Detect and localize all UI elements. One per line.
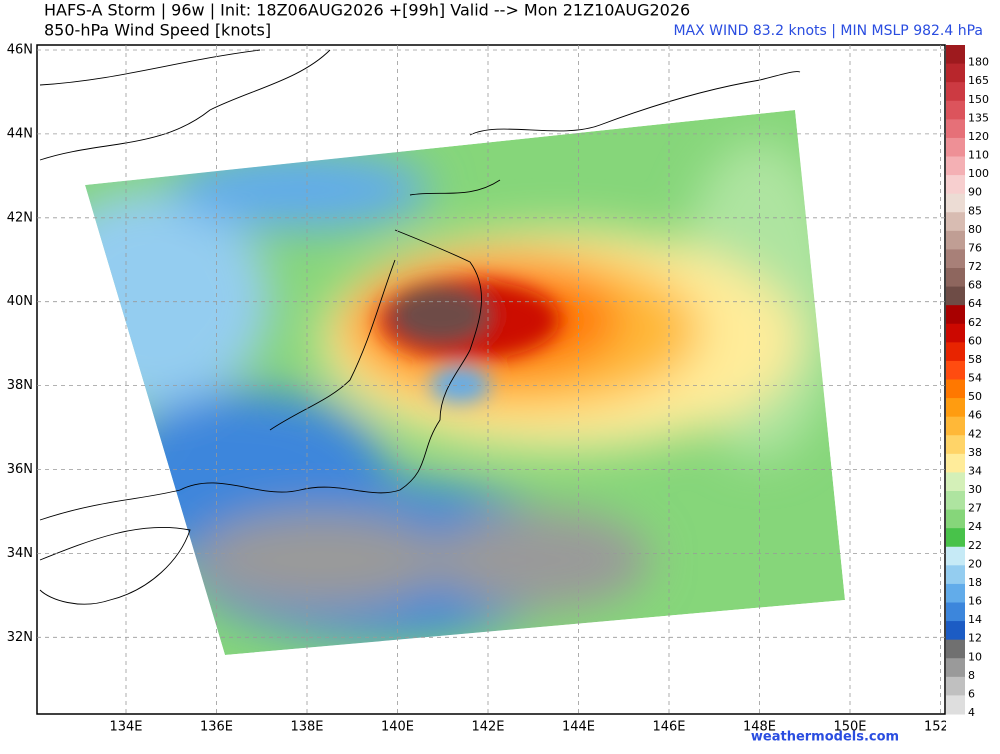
title: HAFS-A Storm | 96w | Init: 18Z06AUG2026 … bbox=[44, 1, 690, 20]
colorbar-label: 80 bbox=[968, 223, 982, 236]
colorbar-label: 100 bbox=[968, 167, 989, 180]
lat-label: 36N bbox=[7, 462, 33, 477]
lon-label: 146E bbox=[652, 720, 685, 735]
lon-label: 136E bbox=[200, 720, 233, 735]
lat-label: 44N bbox=[7, 126, 33, 141]
lon-label: 144E bbox=[562, 720, 595, 735]
colorbar-swatch bbox=[946, 82, 965, 102]
colorbar-swatch bbox=[946, 119, 965, 139]
colorbar-swatch bbox=[946, 156, 965, 176]
wind-field bbox=[85, 110, 845, 655]
lat-label: 42N bbox=[7, 210, 33, 225]
colorbar-swatch bbox=[946, 323, 965, 343]
colorbar-swatch bbox=[946, 416, 965, 436]
colorbar-swatch bbox=[946, 137, 965, 157]
colorbar-label: 110 bbox=[968, 149, 989, 162]
colorbar-swatch bbox=[946, 453, 965, 473]
colorbar-label: 50 bbox=[968, 390, 982, 403]
colorbar-label: 27 bbox=[968, 502, 982, 515]
colorbar-label: 10 bbox=[968, 650, 982, 663]
colorbar-label: 42 bbox=[968, 427, 982, 440]
colorbar-swatch bbox=[946, 286, 965, 306]
colorbar-label: 60 bbox=[968, 334, 982, 347]
colorbar-label: 38 bbox=[968, 446, 982, 459]
colorbar-label: 62 bbox=[968, 316, 982, 329]
colorbar-swatch bbox=[946, 472, 965, 492]
colorbar-label: 90 bbox=[968, 186, 982, 199]
colorbar-swatch bbox=[946, 342, 965, 362]
colorbar-swatch bbox=[946, 230, 965, 250]
colorbar-label: 16 bbox=[968, 595, 982, 608]
colorbar-swatch bbox=[946, 249, 965, 269]
colorbar-label: 22 bbox=[968, 539, 982, 552]
colorbar-label: 30 bbox=[968, 483, 982, 496]
stats: MAX WIND 83.2 knots | MIN MSLP 982.4 hPa bbox=[673, 23, 983, 39]
colorbar-swatch bbox=[946, 175, 965, 195]
colorbar-swatch bbox=[946, 435, 965, 455]
colorbar-label: 150 bbox=[968, 93, 989, 106]
colorbar-swatch bbox=[946, 268, 965, 288]
colorbar-swatch bbox=[946, 639, 965, 659]
lon-label: 142E bbox=[471, 720, 504, 735]
lat-label: 40N bbox=[7, 294, 33, 309]
colorbar-swatch bbox=[946, 658, 965, 678]
colorbar-swatch bbox=[946, 305, 965, 325]
colorbar-label: 165 bbox=[968, 74, 989, 87]
colorbar-label: 120 bbox=[968, 130, 989, 143]
lon-label: 150E bbox=[833, 720, 866, 735]
colorbar-swatch bbox=[946, 676, 965, 696]
footer: weathermodels.com bbox=[751, 730, 899, 745]
colorbar-swatch bbox=[946, 546, 965, 566]
colorbar-label: 46 bbox=[968, 409, 982, 422]
colorbar-label: 68 bbox=[968, 279, 982, 292]
colorbar-swatch bbox=[946, 695, 965, 715]
colorbar-swatch bbox=[946, 45, 965, 65]
colorbar-label: 6 bbox=[968, 687, 975, 700]
colorbar-swatch bbox=[946, 63, 965, 83]
lat-label: 46N bbox=[7, 43, 33, 58]
colorbar-label: 20 bbox=[968, 557, 982, 570]
colorbar-swatch bbox=[946, 100, 965, 120]
colorbar-swatch bbox=[946, 379, 965, 399]
colorbar-label: 85 bbox=[968, 204, 982, 217]
coastlines bbox=[39, 49, 801, 605]
colorbar-label: 54 bbox=[968, 372, 982, 385]
subtitle: 850-hPa Wind Speed [knots] bbox=[44, 21, 271, 40]
colorbar-swatch bbox=[946, 360, 965, 380]
lat-label: 34N bbox=[7, 546, 33, 561]
colorbar-label: 58 bbox=[968, 353, 982, 366]
colorbar-label: 34 bbox=[968, 464, 982, 477]
colorbar-label: 4 bbox=[968, 706, 975, 719]
colorbar-label: 14 bbox=[968, 613, 982, 626]
colorbar-label: 180 bbox=[968, 56, 989, 69]
colorbar-swatch bbox=[946, 193, 965, 213]
lon-label: 134E bbox=[109, 720, 142, 735]
colorbar-label: 64 bbox=[968, 297, 982, 310]
colorbar-label: 72 bbox=[968, 260, 982, 273]
colorbar-label: 76 bbox=[968, 241, 982, 254]
colorbar-swatch bbox=[946, 491, 965, 511]
colorbar-swatch bbox=[946, 398, 965, 418]
lat-label: 38N bbox=[7, 378, 33, 393]
colorbar-label: 24 bbox=[968, 520, 982, 533]
colorbar-swatch bbox=[946, 528, 965, 548]
colorbar-label: 18 bbox=[968, 576, 982, 589]
label-mask bbox=[946, 716, 1000, 736]
colorbar-label: 12 bbox=[968, 632, 982, 645]
lon-label: 148E bbox=[743, 720, 776, 735]
colorbar-swatch bbox=[946, 583, 965, 603]
colorbar-label: 8 bbox=[968, 669, 975, 682]
lon-label: 138E bbox=[290, 720, 323, 735]
colorbar-swatch bbox=[946, 212, 965, 232]
colorbar-label: 135 bbox=[968, 111, 989, 124]
lon-label: 140E bbox=[381, 720, 414, 735]
colorbar-swatch bbox=[946, 621, 965, 641]
colorbar-swatch bbox=[946, 602, 965, 622]
lat-label: 32N bbox=[7, 630, 33, 645]
colorbar-swatch bbox=[946, 509, 965, 529]
colorbar-swatch bbox=[946, 565, 965, 585]
